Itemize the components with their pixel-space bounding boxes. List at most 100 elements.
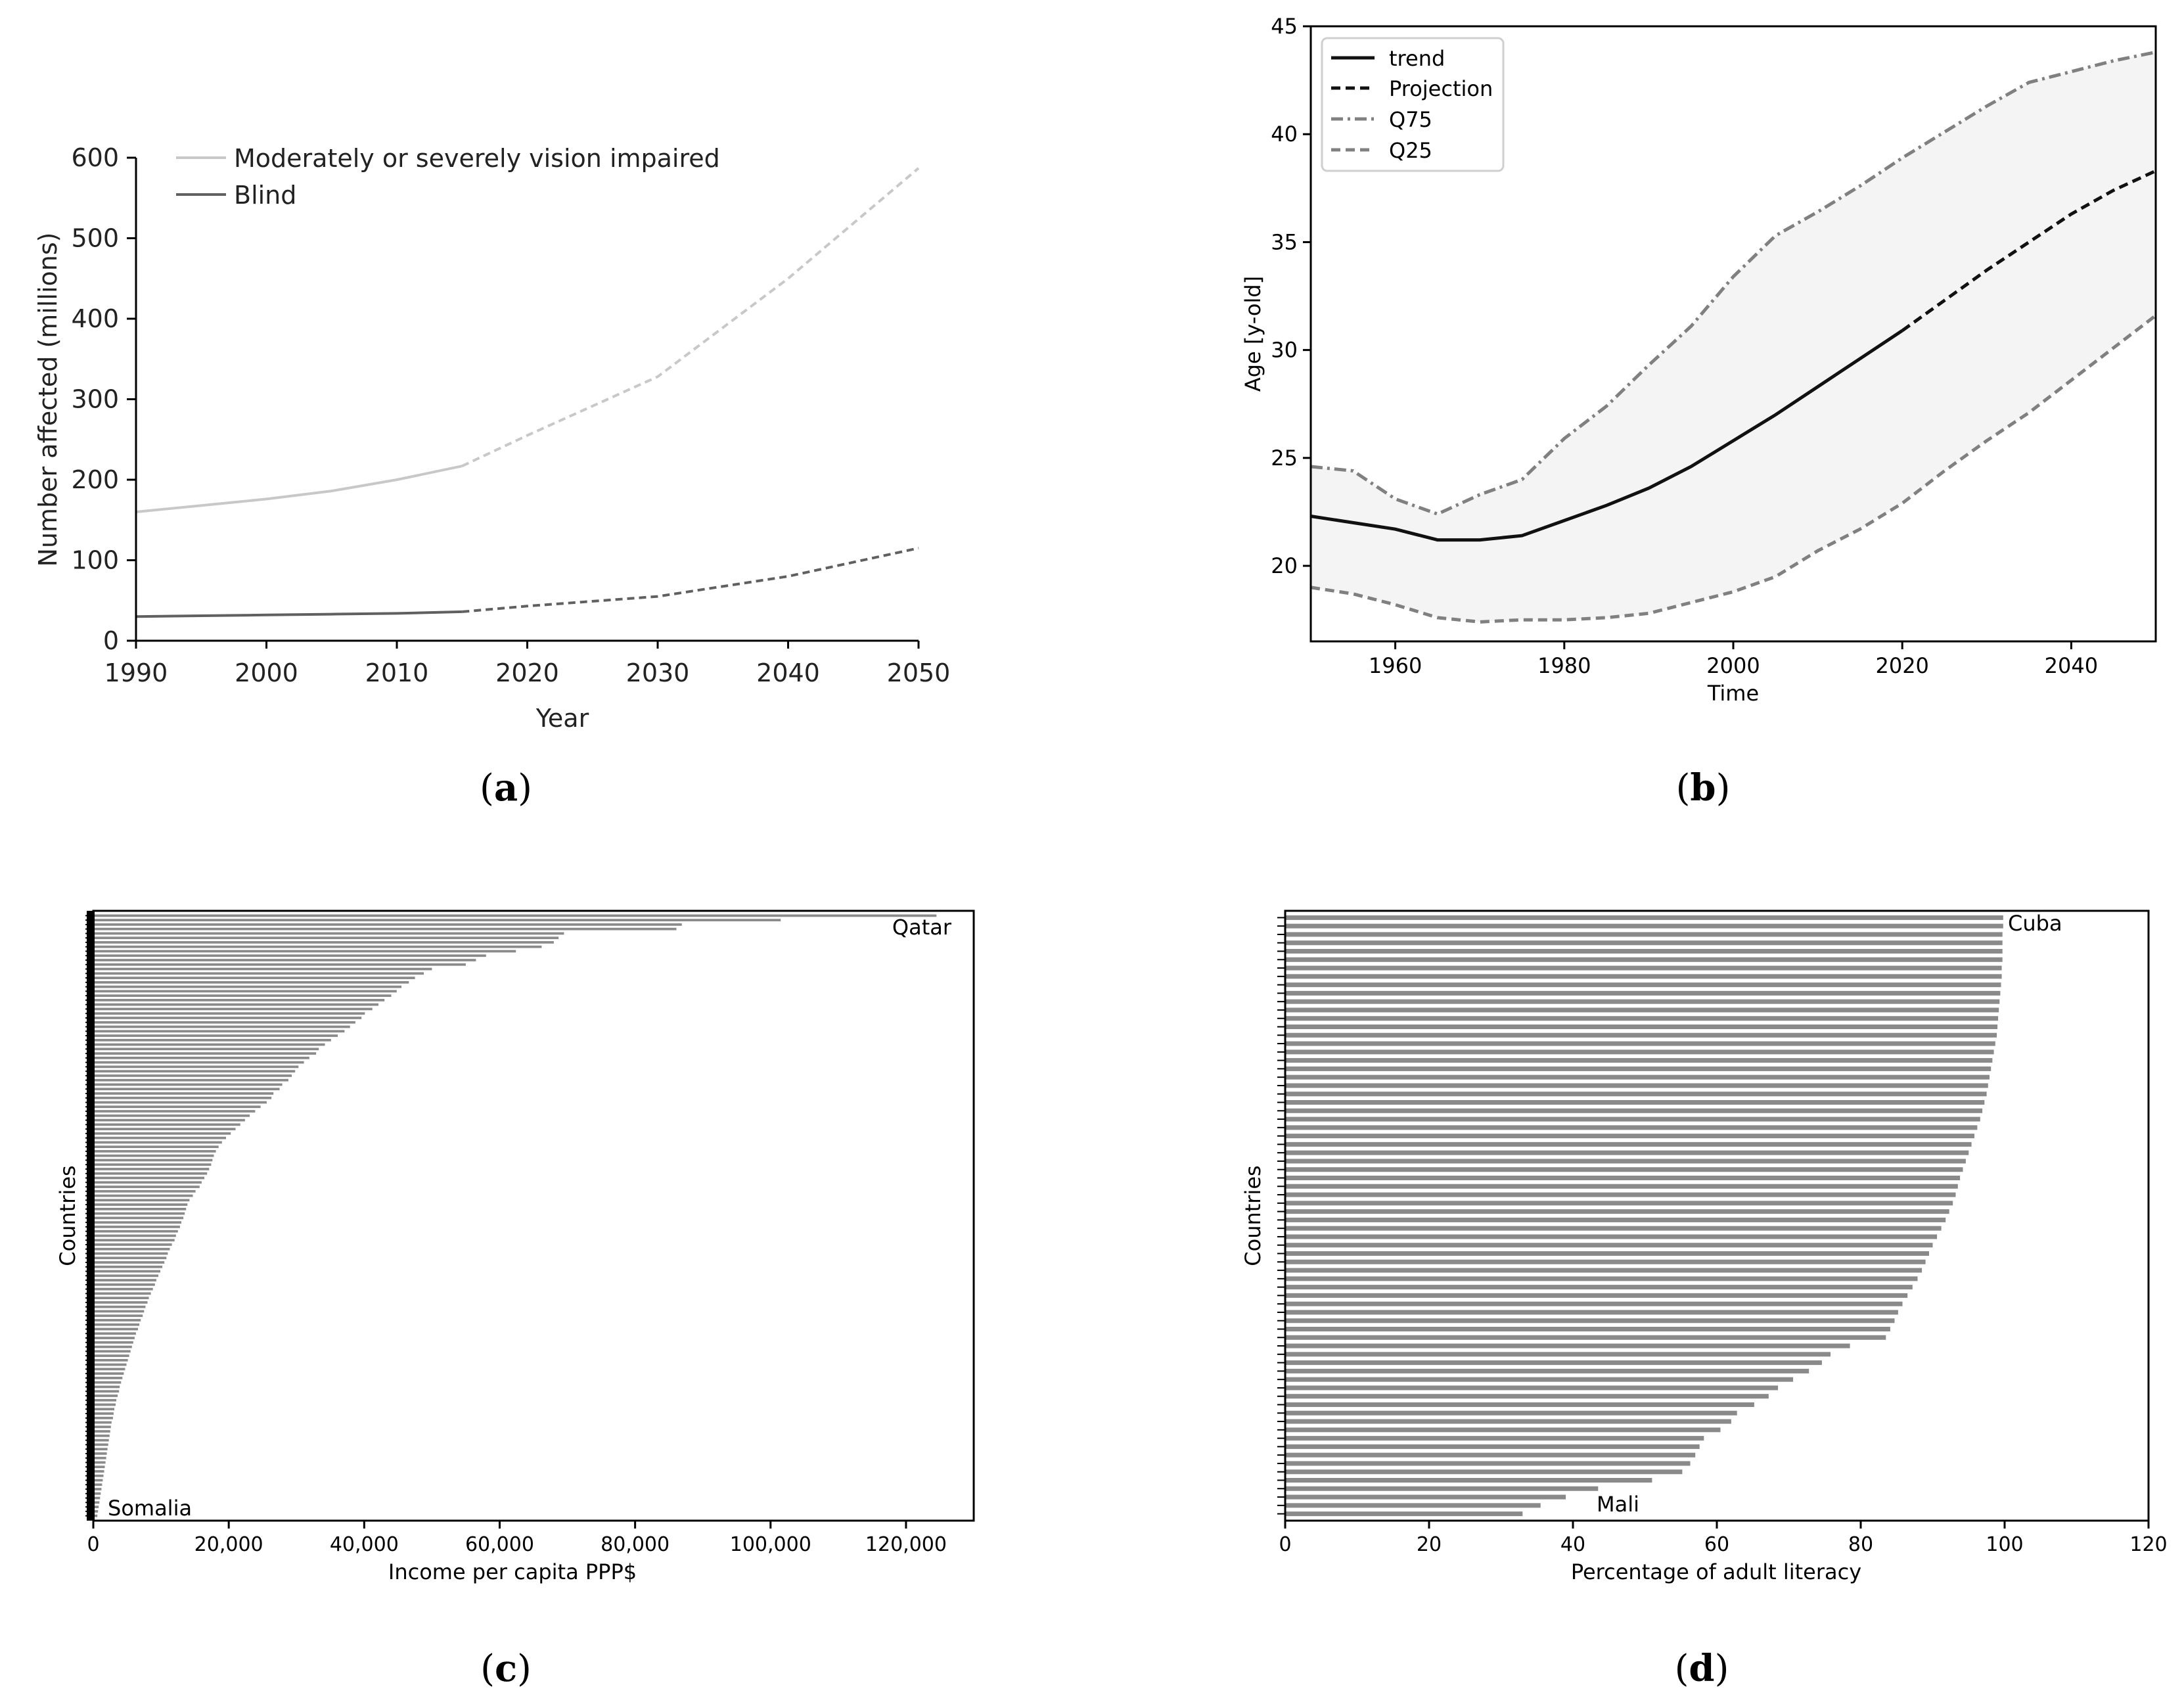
panel-c-bar	[93, 1283, 155, 1286]
panel-d-bar	[1285, 1108, 1983, 1113]
panel-d-bar	[1285, 1494, 1566, 1500]
panel-c-bar	[93, 1496, 101, 1500]
panel-d-bar	[1285, 1251, 1929, 1256]
panel-c-caption-open: (	[480, 1647, 495, 1690]
panel-a-axes: 1990 2000 2010 2020 2030 2040 2050 0 100 200 300 40…	[71, 143, 950, 687]
panel-c-caption-letter: c	[495, 1647, 517, 1690]
panel-a-caption: (a)	[480, 766, 532, 810]
panel-c-bar	[93, 1189, 196, 1193]
panel-c-bar	[93, 950, 516, 953]
panel-c-bar	[93, 1203, 188, 1206]
panel-c-bar	[93, 1439, 109, 1442]
panel-c-bar	[93, 1226, 180, 1228]
series-projection-line	[1901, 169, 2157, 333]
panel-c-bar	[93, 1474, 104, 1477]
panel-d-bar	[1285, 1301, 1903, 1306]
panel-c-bar	[93, 999, 385, 1002]
annotation-cuba: Cuba	[2008, 911, 2062, 936]
panel-d-caption-close: )	[1715, 1647, 1729, 1690]
panel-c-bar	[93, 1394, 118, 1397]
panel-c-bar	[93, 1385, 120, 1389]
panel-a: 1990 2000 2010 2020 2030 2040 2050 0 100 200 300 40…	[34, 143, 950, 810]
panel-c-bar	[93, 1074, 292, 1077]
panel-d-bar	[1285, 1016, 1999, 1021]
panel-c-bar	[93, 1216, 184, 1220]
panel-d-ylabel: Countries	[1240, 1165, 1265, 1266]
panel-d-bar	[1285, 1243, 1933, 1248]
panel-c-bar	[93, 1368, 125, 1371]
panel-d-bar	[1285, 1184, 1958, 1189]
panel-b-caption-close: )	[1716, 767, 1731, 810]
panel-c-bar	[93, 1247, 170, 1251]
panel-d-bar	[1285, 1217, 1946, 1222]
panel-b-x-tick-label: 2020	[1875, 653, 1928, 678]
panel-d-bar	[1285, 1074, 1990, 1080]
panel-d-x-tick-label: 120	[2129, 1533, 2167, 1556]
panel-d-bar	[1285, 1024, 1998, 1030]
panel-c-bar	[93, 1327, 138, 1331]
panel-d-bar	[1285, 1167, 1963, 1172]
panel-c-bar	[93, 1056, 309, 1059]
panel-c-bar	[93, 1461, 106, 1464]
panel-c-bar	[93, 1043, 325, 1046]
panel-c-bar	[93, 1416, 113, 1419]
annotation-mali: Mali	[1597, 1492, 1639, 1517]
panel-c-bar	[93, 1332, 136, 1335]
panel-c-bar	[93, 1261, 165, 1264]
panel-b-axes: 1960 1980 2000 2020 2040 20 25 30 35 40 45	[1271, 14, 2098, 678]
panel-a-caption-letter: a	[494, 766, 518, 810]
panel-d-bar	[1285, 1477, 1652, 1483]
panel-d-caption-open: (	[1675, 1647, 1689, 1690]
panel-d-bar	[1285, 1503, 1541, 1508]
panel-b-ylabel: Age [y-old]	[1240, 276, 1265, 392]
panel-d-bar	[1285, 1335, 1886, 1340]
panel-c-bar	[93, 1390, 120, 1393]
legend-label-blind: Blind	[234, 181, 296, 210]
series-vision-impaired-projected-line	[461, 167, 920, 468]
panel-d-bar	[1285, 1141, 1972, 1147]
panel-c-bar	[93, 1256, 167, 1260]
panel-b-y-tick-label: 25	[1271, 446, 1298, 471]
panel-b-legend-box	[1321, 37, 1505, 172]
panel-c-ylabel: Countries	[55, 1165, 80, 1266]
panel-d-bar	[1285, 1352, 1831, 1357]
panel-c-bar	[93, 1287, 153, 1291]
panel-c-bar	[93, 1141, 222, 1144]
panel-c-bar	[93, 1398, 116, 1402]
panel-d-bar	[1285, 1377, 1794, 1382]
panel-c-bar	[93, 1017, 362, 1019]
panel-d-bar	[1285, 1343, 1850, 1348]
panel-d-x-tick-label: 0	[1279, 1533, 1291, 1556]
panel-d-bar	[1285, 1092, 1987, 1097]
panel-d-bar	[1285, 1511, 1523, 1517]
panel-c-bar	[93, 1163, 212, 1166]
panel-c-bar	[93, 1345, 132, 1348]
panel-c-bar	[93, 1403, 116, 1406]
interquartile-band	[1311, 52, 2156, 622]
panel-d-bar	[1285, 1276, 1918, 1281]
panel-c-bar	[93, 1088, 280, 1091]
panel-c-bar	[93, 1381, 122, 1384]
panel-d-bar	[1285, 1041, 1995, 1046]
series-blind-observed-line	[135, 610, 463, 618]
panel-a-y-tick-label: 0	[103, 626, 119, 655]
panel-c-bar	[93, 1274, 158, 1278]
panel-c-bar	[93, 1092, 274, 1095]
panel-d-x-tick-label: 100	[1986, 1533, 2023, 1556]
panel-c-bar	[93, 1456, 106, 1460]
panel-d-bar	[1285, 1032, 1997, 1038]
panel-c-bar	[93, 1354, 129, 1357]
panel-d-bar	[1285, 1234, 1938, 1239]
panel-c-x-tick-label: 120,000	[865, 1533, 947, 1556]
panel-d-bar	[1285, 1259, 1926, 1264]
panel-c-bar	[93, 941, 554, 944]
panel-c-bar	[93, 936, 559, 940]
panel-c-bar	[93, 1337, 135, 1339]
panel-d-x-tick-label: 60	[1704, 1533, 1729, 1556]
panel-d-bar	[1285, 999, 2000, 1004]
panel-a-y-tick-label: 500	[71, 224, 119, 253]
panel-c-bar	[93, 1421, 112, 1424]
panel-c-bar	[93, 1358, 128, 1362]
panel-a-x-tick-label: 2040	[756, 658, 820, 687]
panel-d-bars	[1285, 915, 2003, 1517]
